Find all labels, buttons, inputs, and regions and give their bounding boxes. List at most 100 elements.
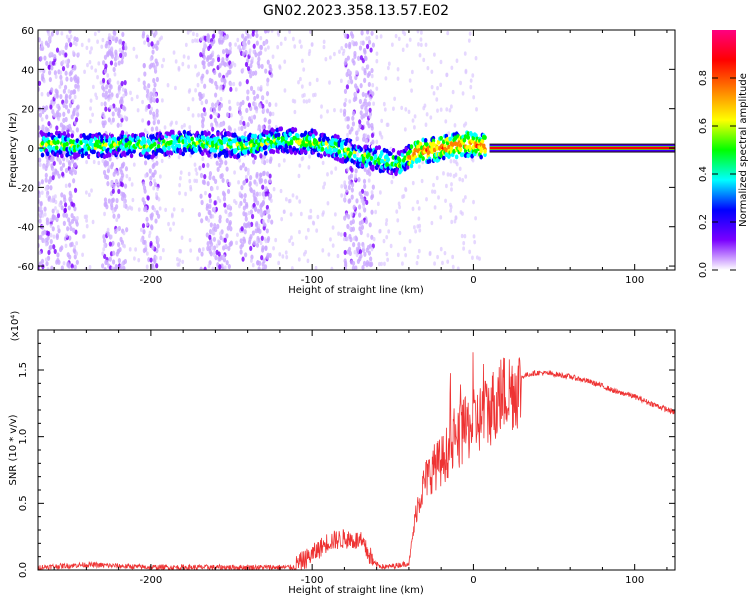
- heatmap-cell: [451, 254, 455, 260]
- heatmap-cell: [40, 140, 45, 146]
- heatmap-cell: [237, 180, 240, 185]
- heatmap-cell: [102, 234, 106, 240]
- heatmap-cell: [391, 147, 396, 153]
- heatmap-cell: [89, 106, 92, 111]
- heatmap-cell: [321, 248, 325, 253]
- heatmap-cell: [70, 158, 75, 164]
- heatmap-cell: [444, 119, 448, 124]
- heatmap-cell: [236, 37, 240, 43]
- heatmap-cell: [284, 143, 289, 149]
- heatmap-cell: [101, 37, 105, 43]
- heatmap-cell: [250, 254, 254, 260]
- heatmap-cell: [143, 128, 147, 133]
- heatmap-cell: [238, 106, 242, 112]
- heatmap-cell: [411, 118, 415, 123]
- heatmap-cell: [262, 195, 266, 200]
- heatmap-cell: [154, 65, 158, 71]
- heatmap-cell: [210, 41, 214, 47]
- heatmap-cell: [391, 155, 396, 160]
- heatmap-cell: [147, 103, 151, 110]
- heatmap-cell: [326, 172, 329, 177]
- heatmap-cell: [106, 231, 110, 237]
- heatmap-cell: [254, 196, 258, 202]
- heatmap-cell: [208, 248, 212, 255]
- heatmap-cell: [152, 111, 156, 117]
- heatmap-cell: [247, 239, 252, 245]
- heatmap-cell: [289, 212, 293, 217]
- heatmap-cell: [274, 102, 278, 107]
- heatmap-cell: [462, 246, 465, 251]
- heatmap-cell: [363, 49, 367, 55]
- heatmap-cell: [195, 171, 199, 176]
- heatmap-cell: [340, 193, 344, 198]
- heatmap-cell: [265, 90, 270, 97]
- heatmap-cell: [132, 162, 136, 167]
- heatmap-cell: [220, 35, 223, 40]
- heatmap-cell: [88, 59, 92, 65]
- heatmap-cell: [122, 203, 126, 209]
- heatmap-cell: [384, 221, 388, 227]
- heatmap-cell: [421, 159, 425, 165]
- heatmap-cell: [483, 135, 487, 140]
- heatmap-cell: [124, 91, 128, 97]
- heatmap-cell: [269, 67, 273, 73]
- heatmap-cell: [323, 181, 327, 186]
- heatmap-cell: [386, 157, 391, 162]
- heatmap-cell: [131, 137, 135, 143]
- heatmap-cell: [424, 122, 428, 127]
- heatmap-cell: [268, 101, 272, 108]
- heatmap-cell: [70, 263, 74, 269]
- heatmap-cell: [45, 114, 49, 120]
- heatmap-cell: [322, 44, 326, 50]
- heatmap-cell: [72, 89, 77, 95]
- heatmap-cell: [120, 96, 124, 102]
- heatmap-cell: [240, 226, 244, 232]
- heatmap-cell: [362, 204, 366, 210]
- heatmap-cell: [43, 206, 47, 212]
- heatmap-cell: [201, 123, 205, 129]
- heatmap-cell: [47, 231, 51, 237]
- heatmap-cell: [64, 104, 69, 110]
- heatmap-cell: [341, 51, 345, 56]
- heatmap-cell: [304, 235, 308, 240]
- heatmap-cell: [265, 204, 269, 211]
- heatmap-cell: [121, 87, 125, 92]
- spectrogram-x-tick-label: 100: [625, 275, 644, 286]
- heatmap-cell: [113, 72, 117, 77]
- heatmap-cell: [401, 171, 406, 176]
- heatmap-cell: [274, 237, 278, 243]
- snr-x-tick-label: 0: [470, 575, 476, 586]
- heatmap-cell: [62, 111, 66, 117]
- heatmap-cell: [446, 259, 450, 264]
- heatmap-cell: [205, 69, 209, 75]
- heatmap-cell: [62, 212, 66, 218]
- heatmap-cell: [383, 107, 387, 112]
- heatmap-cell: [109, 234, 113, 240]
- heatmap-cell: [266, 59, 270, 65]
- heatmap-cell: [102, 169, 107, 176]
- heatmap-cell: [244, 61, 249, 68]
- heatmap-cell: [268, 252, 272, 259]
- heatmap-cell: [53, 194, 57, 199]
- heatmap-cell: [133, 256, 136, 261]
- heatmap-cell: [364, 92, 368, 98]
- heatmap-cell: [199, 266, 203, 270]
- heatmap-cell: [147, 83, 151, 89]
- heatmap-cell: [343, 180, 347, 185]
- heatmap-cell: [73, 169, 78, 176]
- heatmap-cell: [340, 145, 344, 151]
- heatmap-cell: [319, 114, 323, 119]
- heatmap-cell: [244, 166, 248, 172]
- heatmap-cell: [343, 60, 347, 66]
- heatmap-cell: [365, 158, 370, 164]
- heatmap-cell: [45, 151, 50, 157]
- heatmap-cell: [152, 120, 156, 126]
- heatmap-cell: [474, 56, 478, 61]
- heatmap-cell: [357, 242, 361, 248]
- snr-y-axis-label: SNR (10 * v/v): [8, 414, 19, 485]
- heatmap-cell: [367, 250, 372, 256]
- heatmap-cell: [45, 193, 49, 199]
- heatmap-cell: [439, 246, 443, 252]
- heatmap-cell: [145, 151, 149, 157]
- heatmap-cell: [180, 235, 184, 240]
